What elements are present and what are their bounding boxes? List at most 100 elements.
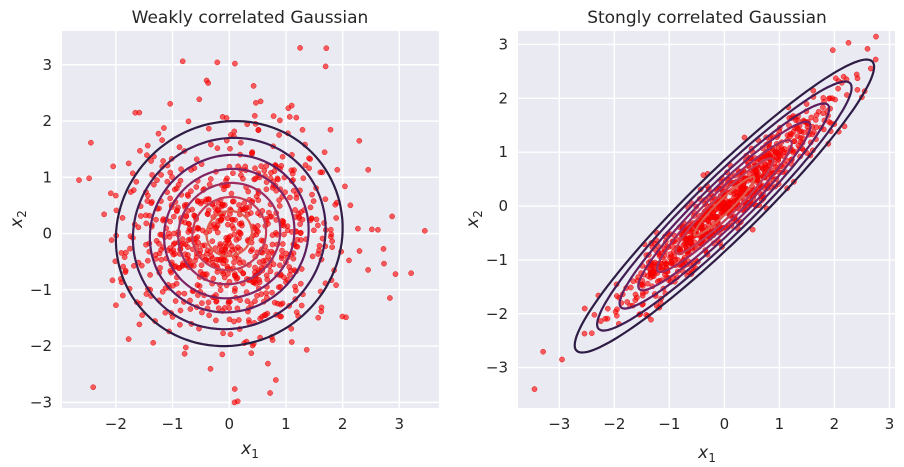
scatter-point xyxy=(255,228,261,235)
scatter-point xyxy=(297,229,304,236)
scatter-point xyxy=(231,386,238,392)
scatter-point xyxy=(251,278,257,285)
scatter-point xyxy=(734,189,740,196)
scatter-point xyxy=(327,126,334,133)
x-tick-label: 1 xyxy=(775,415,785,433)
scatter-point xyxy=(221,274,228,281)
scatter-point xyxy=(230,170,236,176)
scatter-point xyxy=(167,195,173,202)
scatter-point xyxy=(864,46,871,52)
scatter-point xyxy=(157,264,163,271)
scatter-point xyxy=(144,152,150,158)
scatter-point xyxy=(251,113,258,119)
scatter-point xyxy=(167,101,173,107)
density-contour xyxy=(148,153,310,314)
y-axis-label: x2 xyxy=(7,210,29,229)
scatter-point xyxy=(614,306,620,313)
scatter-point xyxy=(199,309,205,316)
x-tick-label: −1 xyxy=(161,415,183,433)
scatter-point xyxy=(271,299,278,306)
x-tick-labels: −3 −2 −1 0 1 2 3 xyxy=(548,415,894,433)
scatter-point xyxy=(150,339,156,346)
scatter-point xyxy=(333,215,340,221)
scatter-point xyxy=(310,198,317,204)
scatter-point xyxy=(287,194,293,201)
scatter-point xyxy=(812,117,819,123)
scatter-point xyxy=(286,114,293,120)
scatter-point xyxy=(264,276,271,283)
scatter-point xyxy=(299,127,306,133)
scatter-point xyxy=(244,211,251,218)
scatter-point xyxy=(88,139,94,146)
scatter-point xyxy=(231,399,238,406)
x-tick-label: 0 xyxy=(224,415,234,433)
density-contour xyxy=(655,138,793,274)
scatter-point xyxy=(157,231,163,238)
scatter-point xyxy=(228,243,235,249)
x-tick-label: 3 xyxy=(885,415,895,433)
scatter-point xyxy=(650,268,656,275)
scatter-point xyxy=(315,222,321,229)
scatter-point xyxy=(185,118,192,125)
scatter-point xyxy=(249,246,255,253)
scatter-point xyxy=(188,188,194,194)
scatter-point xyxy=(197,268,204,275)
density-contour xyxy=(618,102,831,310)
scatter-point xyxy=(217,241,224,247)
scatter-point xyxy=(143,291,150,297)
scatter-point xyxy=(231,318,237,325)
scatter-point xyxy=(369,226,375,233)
scatter-point xyxy=(231,259,237,266)
scatter-point xyxy=(119,215,126,221)
scatter-point xyxy=(753,168,760,174)
scatter-point xyxy=(252,298,258,305)
scatter-point xyxy=(279,247,285,254)
scatter-point xyxy=(309,191,315,198)
scatter-point xyxy=(213,224,220,231)
y-tick-labels: −3 −2 −1 0 1 2 3 xyxy=(486,35,508,376)
scatter-point xyxy=(263,163,270,169)
x-axis-label: x1 xyxy=(240,439,259,461)
scatter-point xyxy=(264,310,271,317)
density-contour xyxy=(131,136,327,331)
scatter-point xyxy=(86,175,92,182)
scatter-point xyxy=(147,272,153,278)
x-tick-label: 2 xyxy=(830,415,840,433)
scatter-point xyxy=(142,212,149,219)
scatter-point xyxy=(835,85,841,92)
scatter-point xyxy=(160,158,166,164)
y-tick-label: −3 xyxy=(486,359,508,377)
scatter-point xyxy=(109,277,116,284)
scatter-point xyxy=(581,305,588,312)
scatter-point xyxy=(292,207,298,213)
scatter-point xyxy=(219,201,226,208)
scatter-point xyxy=(120,263,126,270)
scatter-point xyxy=(277,117,283,124)
scatter-point xyxy=(662,258,668,265)
scatter-point xyxy=(217,287,224,293)
scatter-point xyxy=(221,186,227,193)
scatter-point xyxy=(179,236,186,242)
scatter-point xyxy=(181,350,188,357)
scatter-point xyxy=(170,213,177,220)
scatter-point xyxy=(307,204,314,211)
scatter-point xyxy=(183,212,190,219)
scatter-point xyxy=(125,160,132,167)
scatter-point xyxy=(356,137,363,144)
scatter-point xyxy=(151,181,157,188)
scatter-point xyxy=(223,115,230,121)
y-tick-label: −1 xyxy=(486,251,508,269)
scatter-point xyxy=(269,232,276,238)
scatter-point xyxy=(297,45,303,51)
scatter-point xyxy=(245,188,251,195)
scatter-point xyxy=(873,33,879,40)
scatter-point xyxy=(365,267,371,273)
scatter-point xyxy=(297,280,304,287)
scatter-point xyxy=(229,222,235,229)
scatter-point xyxy=(281,231,287,238)
scatter-point xyxy=(726,200,732,207)
scatter-point xyxy=(214,229,221,236)
y-tick-label: −2 xyxy=(30,337,52,355)
scatter-point xyxy=(205,299,212,306)
